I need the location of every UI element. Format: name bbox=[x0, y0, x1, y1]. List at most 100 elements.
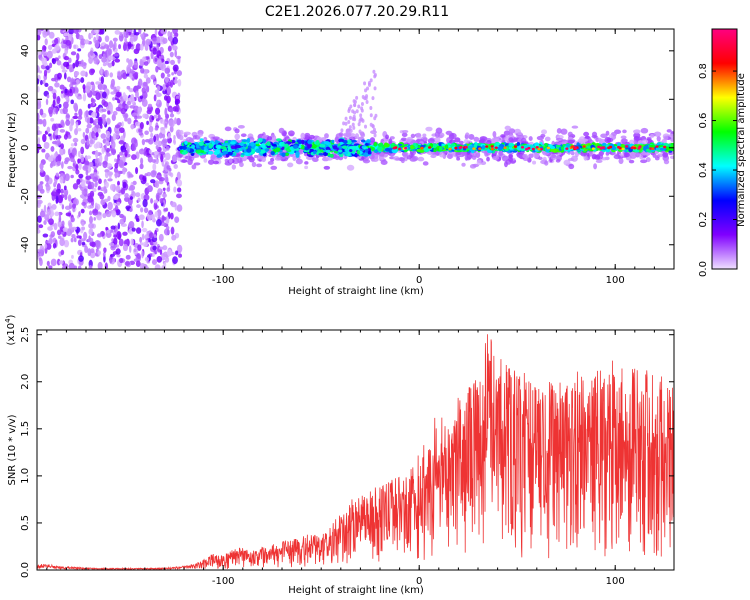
heatmap-noise-cell bbox=[139, 95, 143, 100]
heatmap-noise-cell bbox=[112, 195, 119, 200]
heatmap-noise-cell bbox=[42, 31, 48, 38]
heatmap-noise-cell bbox=[173, 164, 178, 170]
heatmap-noise-cell bbox=[58, 55, 61, 59]
heatmap-noise-cell bbox=[173, 186, 177, 193]
heatmap-noise-cell bbox=[54, 82, 60, 88]
heatmap-noise-cell bbox=[146, 120, 149, 126]
heatmap-band-haze bbox=[663, 159, 670, 165]
snr-y-tick-label: 0.0 bbox=[20, 562, 31, 578]
heatmap-band-haze bbox=[454, 137, 461, 143]
heatmap-band-cell bbox=[220, 145, 227, 150]
heatmap-noise-cell bbox=[151, 214, 156, 221]
heatmap-band-cell bbox=[195, 144, 200, 149]
heatmap-band-haze bbox=[567, 139, 575, 144]
heatmap-noise-cell bbox=[113, 41, 117, 50]
heatmap-band-cell bbox=[384, 147, 391, 152]
heatmap-noise-cell bbox=[41, 148, 46, 153]
heatmap-band-haze bbox=[438, 151, 445, 158]
heatmap-hotspot bbox=[454, 146, 458, 150]
heatmap-band-cell bbox=[181, 145, 187, 150]
snr-y-tick-label: 1.5 bbox=[20, 421, 31, 437]
heatmap-noise-cell bbox=[63, 32, 69, 37]
heatmap-noise-cell bbox=[101, 108, 107, 113]
heatmap-noise-cell bbox=[115, 209, 119, 214]
heatmap-noise-cell bbox=[137, 115, 142, 119]
heatmap-noise-cell bbox=[81, 201, 87, 206]
heatmap-branch-cell bbox=[372, 127, 376, 132]
heatmap-hotspot bbox=[616, 145, 621, 149]
heatmap-band-haze bbox=[346, 164, 355, 171]
snr-x-tick-label: -100 bbox=[212, 576, 235, 587]
heatmap-noise-cell bbox=[57, 72, 62, 80]
heatmap-noise-cell bbox=[159, 248, 163, 256]
heatmap-band-cell bbox=[292, 144, 298, 149]
heatmap-branch-cell bbox=[371, 96, 375, 101]
heatmap-noise-cell bbox=[171, 234, 177, 241]
heatmap-noise-cell bbox=[55, 140, 62, 146]
heatmap-band-haze bbox=[192, 135, 197, 140]
heatmap-noise-cell bbox=[126, 64, 131, 73]
heatmap-noise-cell bbox=[167, 45, 172, 52]
heatmap-band-haze bbox=[240, 133, 247, 138]
heatmap-hotspot bbox=[472, 147, 476, 150]
heatmap-band-cell bbox=[257, 137, 263, 143]
heatmap-band-haze bbox=[500, 134, 506, 138]
heatmap-noise-cell bbox=[170, 226, 175, 235]
heatmap-noise-cell bbox=[55, 172, 60, 177]
heatmap-noise-cell bbox=[168, 107, 174, 113]
heatmap-noise-cell bbox=[82, 165, 89, 171]
heatmap-hotspot bbox=[525, 147, 529, 151]
heatmap-noise-cell bbox=[102, 62, 107, 67]
heatmap-noise-cell bbox=[155, 144, 159, 150]
heatmap-band-haze bbox=[369, 137, 376, 143]
heatmap-noise-cell bbox=[48, 265, 53, 269]
heatmap-branch-cell bbox=[349, 104, 353, 109]
heatmap-noise-cell bbox=[77, 265, 82, 269]
heatmap-noise-cell bbox=[160, 252, 166, 261]
heatmap-noise-cell bbox=[72, 163, 76, 167]
heatmap-noise-cell bbox=[157, 188, 162, 193]
heatmap-noise-cell bbox=[44, 82, 49, 87]
heatmap-noise-cell bbox=[92, 187, 97, 193]
heatmap-noise-cell bbox=[163, 262, 167, 268]
heatmap-noise-cell bbox=[138, 148, 145, 155]
heatmap-noise-cell bbox=[109, 256, 113, 264]
heatmap-band-haze bbox=[469, 164, 477, 169]
heatmap-noise-cell bbox=[140, 157, 144, 165]
heatmap-band-cell bbox=[534, 142, 540, 148]
heatmap-noise-cell bbox=[85, 127, 90, 134]
heatmap-noise-cell bbox=[51, 77, 57, 82]
heatmap-noise-cell bbox=[50, 231, 56, 238]
heatmap-band-haze bbox=[193, 162, 201, 166]
heatmap-noise-cell bbox=[60, 90, 64, 94]
heatmap-band-haze bbox=[608, 134, 613, 138]
heatmap-noise-cell bbox=[94, 158, 98, 164]
heatmap-noise-cell bbox=[118, 127, 125, 134]
heatmap-noise-cell bbox=[97, 185, 101, 190]
heatmap-noise-cell bbox=[91, 111, 98, 118]
heatmap-noise-cell bbox=[152, 37, 158, 42]
heatmap-noise-cell bbox=[167, 249, 172, 257]
heatmap-band-cell bbox=[645, 148, 651, 152]
heatmap-noise-cell bbox=[65, 119, 71, 126]
heatmap-branch-cell bbox=[353, 103, 357, 108]
heatmap-noise-cell bbox=[56, 135, 62, 139]
heatmap-band-cell bbox=[284, 152, 290, 157]
heatmap-noise-cell bbox=[84, 161, 90, 166]
heatmap-noise-cell bbox=[90, 98, 96, 103]
heatmap-noise-cell bbox=[148, 209, 153, 216]
heatmap-noise-cell bbox=[141, 98, 148, 108]
heatmap-hotspot bbox=[651, 147, 655, 150]
heatmap-noise-cell bbox=[135, 260, 141, 267]
heatmap-noise-cell bbox=[108, 103, 114, 112]
heatmap-band-haze bbox=[634, 136, 642, 141]
heatmap-band-cell bbox=[222, 150, 229, 155]
heatmap-noise-cell bbox=[70, 237, 74, 243]
heatmap-noise-cell bbox=[139, 236, 143, 243]
heatmap-noise-cell bbox=[86, 117, 91, 125]
heatmap-band-haze bbox=[533, 153, 540, 159]
heatmap-noise-cell bbox=[64, 194, 68, 201]
heatmap-noise-cell bbox=[140, 33, 145, 38]
heatmap-branch-cell bbox=[352, 125, 356, 130]
heatmap-hotspot bbox=[637, 147, 641, 150]
